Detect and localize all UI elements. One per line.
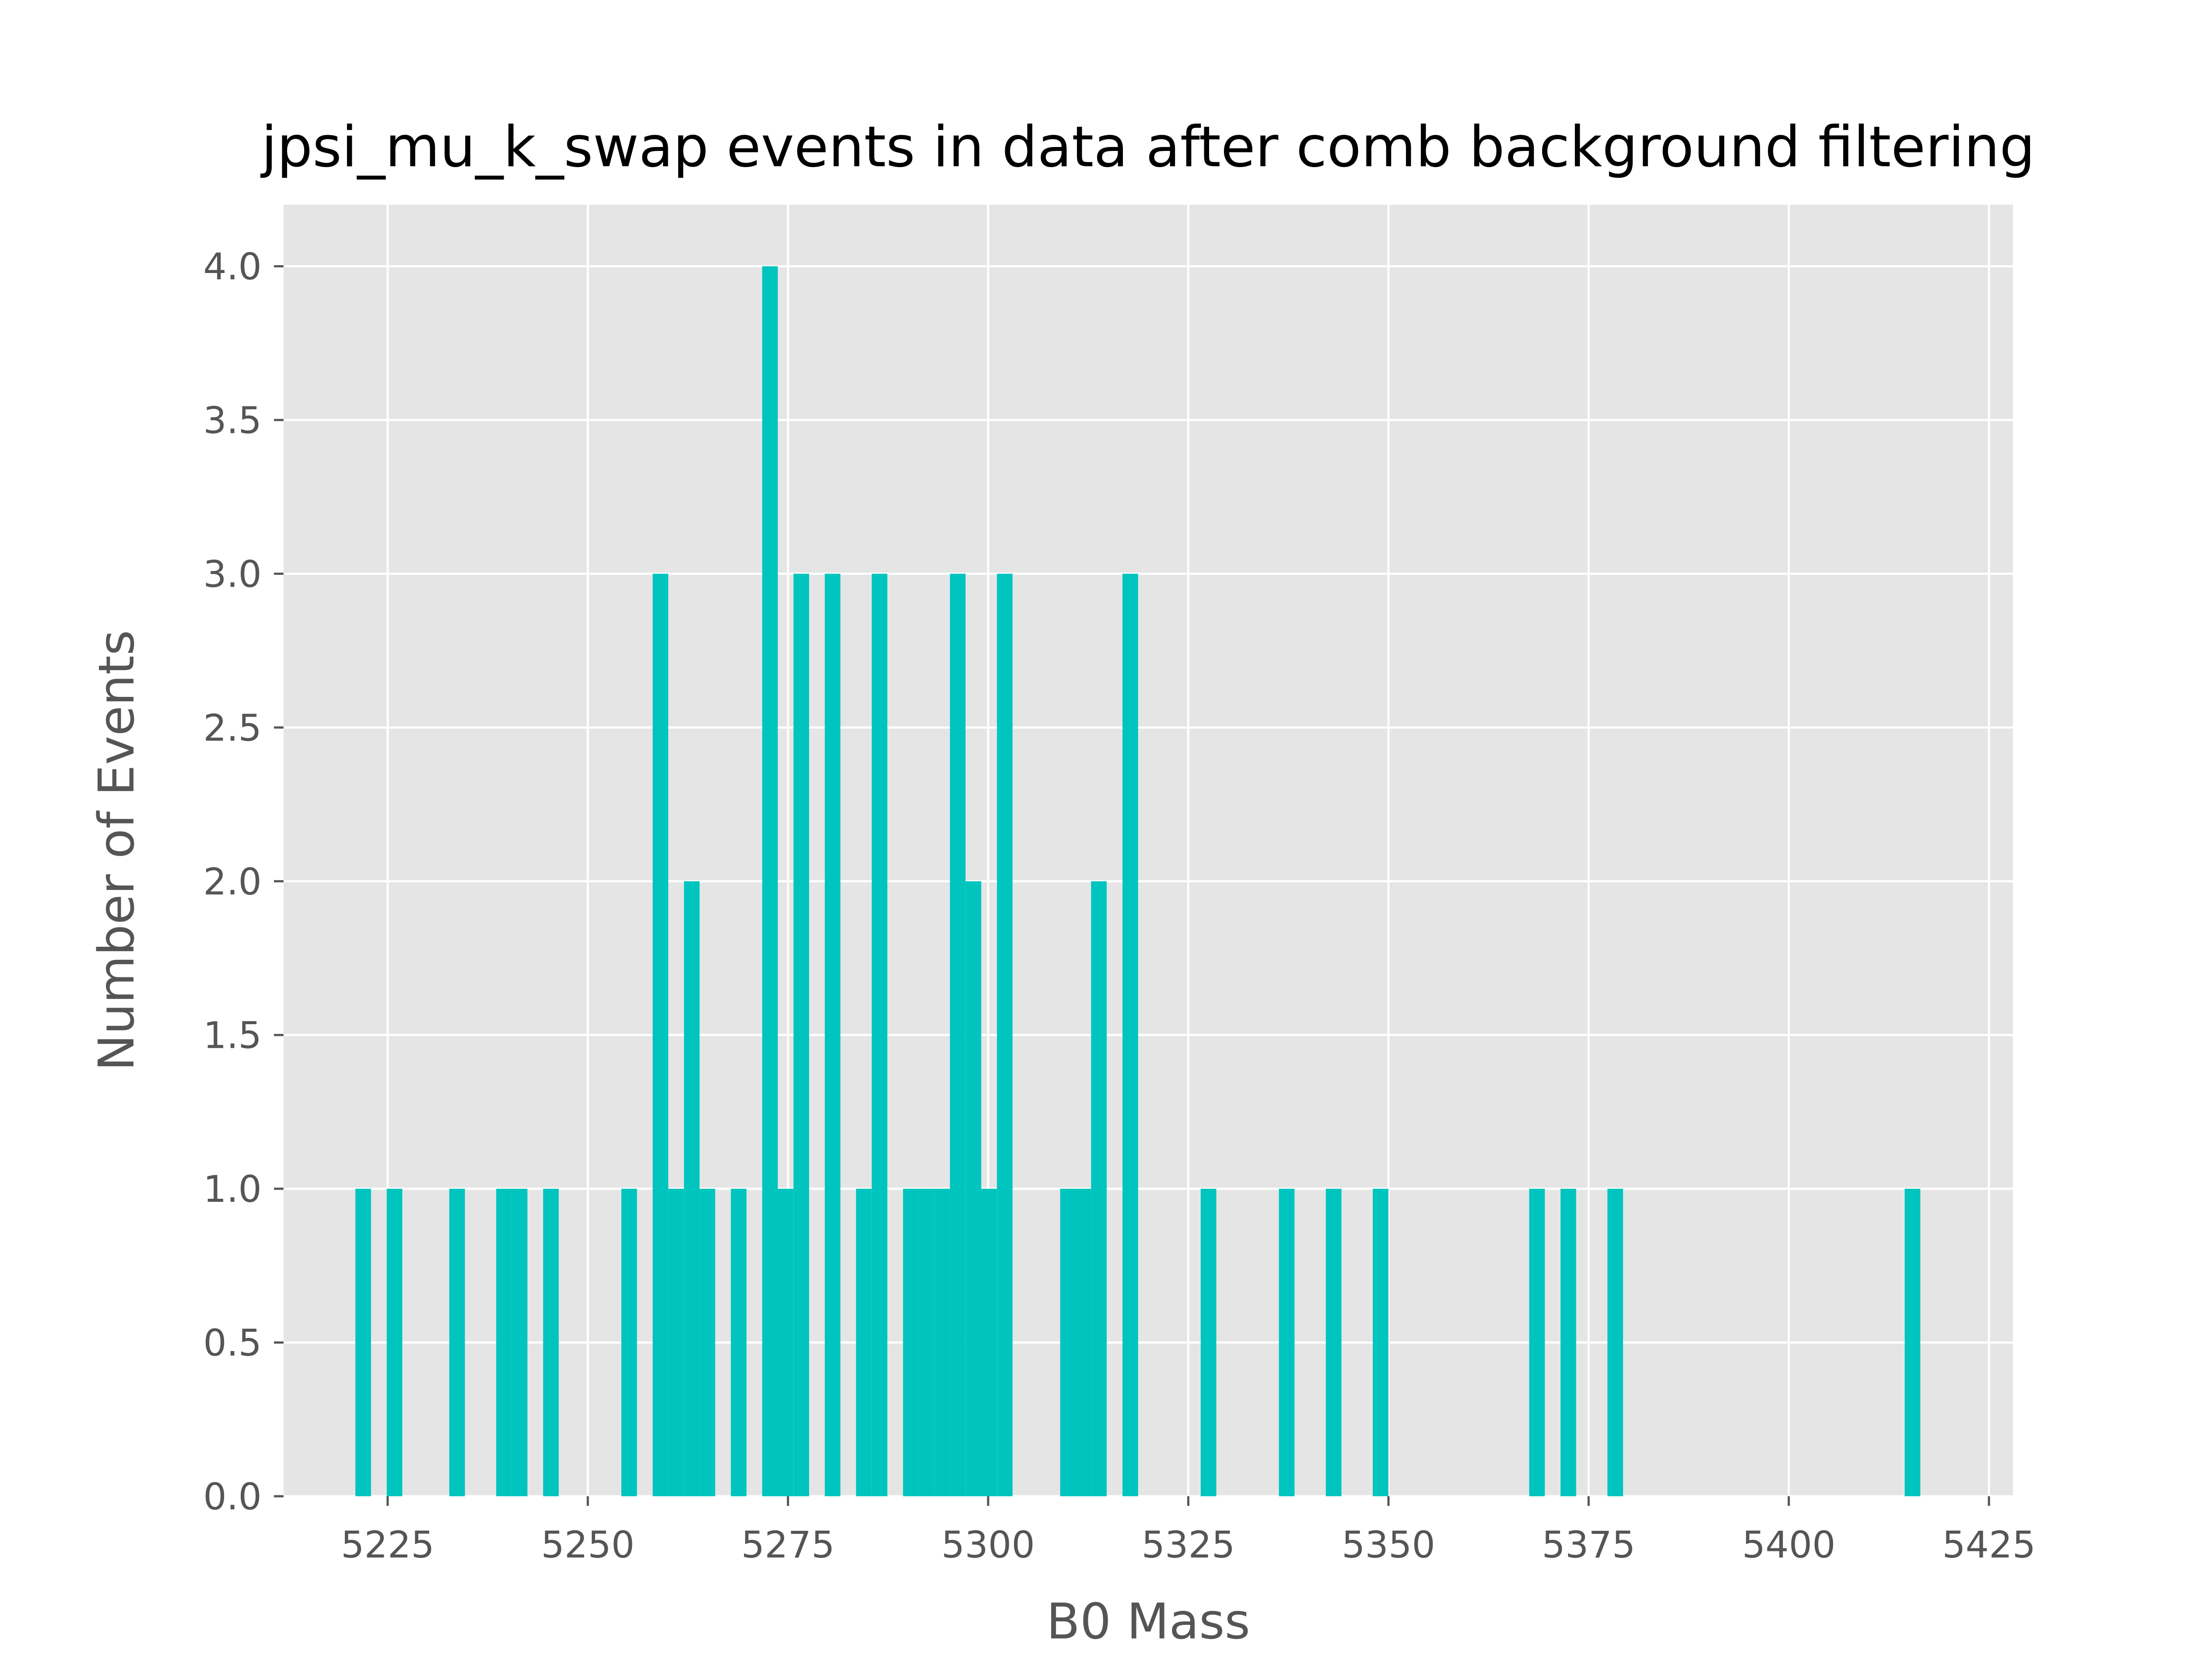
histogram-bar bbox=[1200, 1189, 1217, 1496]
grid-lines bbox=[284, 205, 2013, 1498]
histogram-bar bbox=[856, 1189, 872, 1496]
histogram-bar bbox=[699, 1189, 715, 1496]
histogram-bar bbox=[1122, 574, 1138, 1496]
y-tick-label: 3.0 bbox=[203, 553, 262, 595]
histogram-bar bbox=[778, 1189, 794, 1496]
y-tick-label: 0.0 bbox=[203, 1475, 262, 1518]
histogram-bar bbox=[386, 1189, 403, 1496]
y-tick-label: 1.0 bbox=[203, 1168, 262, 1211]
x-tick-label: 5375 bbox=[1542, 1523, 1635, 1566]
histogram-bar bbox=[543, 1189, 559, 1496]
histogram-bar bbox=[934, 1189, 950, 1496]
y-tick-label: 2.0 bbox=[203, 860, 262, 903]
x-tick-label: 5425 bbox=[1942, 1523, 2036, 1566]
histogram-bar bbox=[919, 1189, 934, 1496]
histogram-bar bbox=[872, 574, 887, 1496]
histogram-bar bbox=[1904, 1189, 1921, 1496]
x-tick-label: 5225 bbox=[341, 1523, 435, 1566]
x-axis-label: B0 Mass bbox=[1046, 1593, 1250, 1650]
histogram-bar bbox=[449, 1189, 465, 1496]
histogram-bar bbox=[981, 1189, 997, 1496]
axis-ticks: 5225 5250 5275 5300 5325 5350 5375 5400 5425 0.0 0… bbox=[203, 245, 2036, 1566]
histogram-bar bbox=[512, 1189, 528, 1496]
histogram-bar bbox=[355, 1189, 371, 1496]
histogram-bar bbox=[950, 574, 966, 1496]
histogram-bar bbox=[1060, 1189, 1076, 1496]
x-tick-label: 5325 bbox=[1142, 1523, 1235, 1566]
chart-title: jpsi_mu_k_swap events in data after comb… bbox=[260, 115, 2035, 180]
plot-area bbox=[284, 205, 2013, 1496]
y-axis-label: Number of Events bbox=[88, 630, 145, 1071]
x-tick-label: 5400 bbox=[1742, 1523, 1836, 1566]
histogram-bars bbox=[355, 266, 1921, 1497]
histogram-bar bbox=[1373, 1189, 1389, 1496]
histogram-bar bbox=[1075, 1189, 1091, 1496]
histogram-bar bbox=[1560, 1189, 1576, 1496]
histogram-bar bbox=[793, 574, 809, 1496]
histogram-bar bbox=[762, 266, 778, 1497]
histogram-bar bbox=[997, 574, 1013, 1496]
x-tick-label: 5275 bbox=[741, 1523, 835, 1566]
histogram-bar bbox=[731, 1189, 747, 1496]
histogram-bar bbox=[903, 1189, 919, 1496]
histogram-bar bbox=[1091, 881, 1107, 1496]
histogram-bar bbox=[652, 574, 669, 1496]
histogram-bar bbox=[965, 881, 982, 1496]
y-tick-label: 4.0 bbox=[203, 245, 262, 288]
x-tick-label: 5300 bbox=[941, 1523, 1035, 1566]
y-tick-label: 3.5 bbox=[203, 399, 262, 442]
histogram-bar bbox=[668, 1189, 684, 1496]
histogram-bar bbox=[496, 1189, 512, 1496]
y-tick-label: 0.5 bbox=[203, 1322, 262, 1365]
y-tick-label: 1.5 bbox=[203, 1014, 262, 1057]
x-tick-label: 5350 bbox=[1342, 1523, 1435, 1566]
y-tick-label: 2.5 bbox=[203, 707, 262, 749]
histogram-bar bbox=[1607, 1189, 1623, 1496]
histogram-bar bbox=[684, 881, 700, 1496]
histogram-bar bbox=[1279, 1189, 1295, 1496]
histogram-bar bbox=[1325, 1189, 1342, 1496]
histogram-bar bbox=[824, 574, 841, 1496]
histogram-bar bbox=[1529, 1189, 1545, 1496]
histogram-bar bbox=[621, 1189, 637, 1496]
x-tick-label: 5250 bbox=[541, 1523, 635, 1566]
